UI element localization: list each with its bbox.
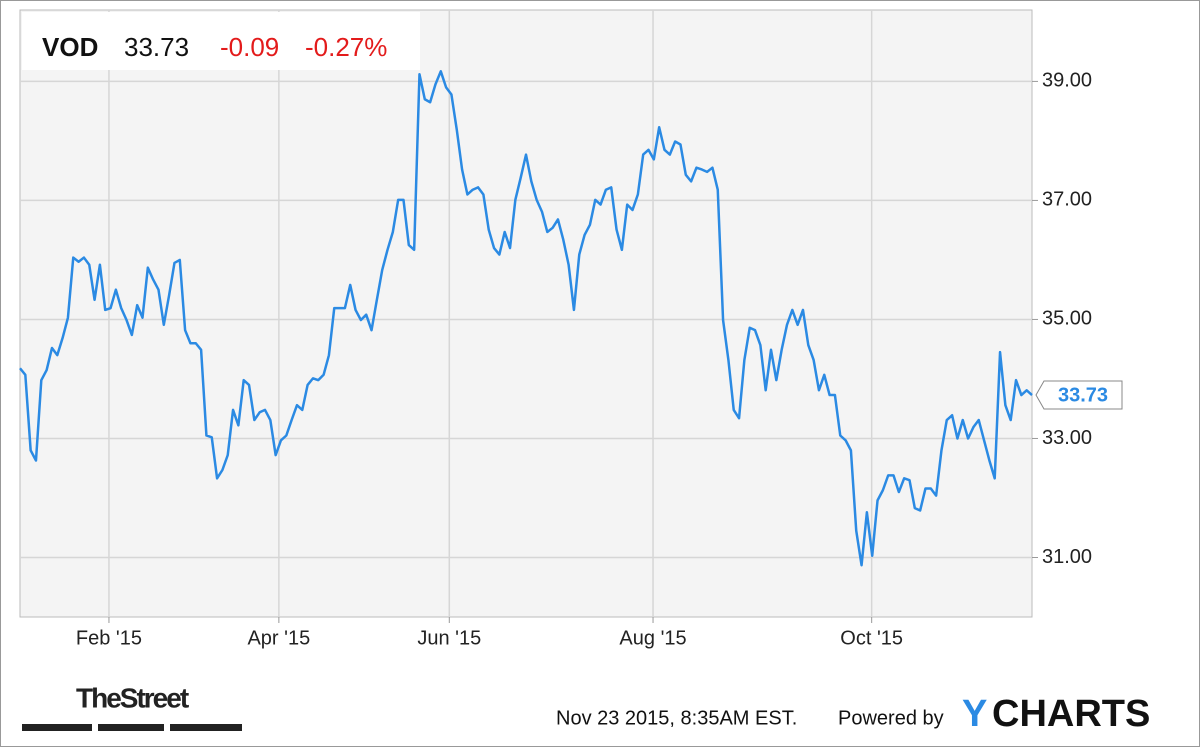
logo-bar — [170, 724, 242, 731]
y-tick-label: 33.00 — [1042, 427, 1092, 449]
change-pct: -0.27% — [305, 32, 387, 62]
y-tick-label: 37.00 — [1042, 189, 1092, 211]
powered-by: Powered by — [838, 707, 944, 729]
price-line — [19, 70, 1033, 567]
x-tick-label: Aug '15 — [619, 627, 686, 649]
plot-area — [19, 9, 1033, 618]
logo-bar — [22, 724, 92, 731]
price: 33.73 — [124, 32, 189, 62]
header-box — [22, 12, 420, 70]
logo-bar — [98, 724, 164, 731]
timestamp: Nov 23 2015, 8:35AM EST. — [556, 707, 797, 729]
y-tick-label: 31.00 — [1042, 546, 1092, 568]
last-price-label: 33.73 — [1058, 384, 1108, 406]
change: -0.09 — [220, 32, 279, 62]
brand-y: Y — [962, 693, 987, 735]
brand-rest: CHARTS — [992, 693, 1150, 735]
x-tick-label: Oct '15 — [840, 627, 903, 649]
x-tick-label: Feb '15 — [76, 627, 142, 649]
last-price-box — [1035, 380, 1123, 410]
source-logo: TheStreet — [76, 682, 189, 713]
y-tick-label: 35.00 — [1042, 308, 1092, 330]
ticker: VOD — [42, 32, 98, 62]
y-tick-label: 39.00 — [1042, 70, 1092, 92]
x-tick-label: Apr '15 — [247, 627, 310, 649]
x-tick-label: Jun '15 — [417, 627, 481, 649]
